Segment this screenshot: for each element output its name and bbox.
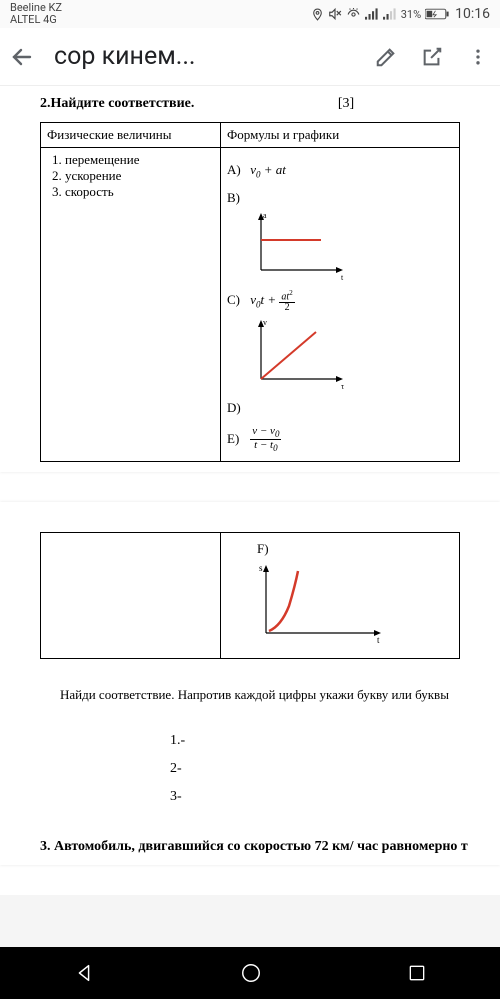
- option-a: A) v0 + at: [227, 162, 453, 180]
- option-f: F): [257, 541, 277, 557]
- svg-text:v: v: [263, 318, 267, 327]
- battery-percent: 31%: [401, 8, 421, 21]
- svg-text:τ: τ: [341, 382, 345, 391]
- col-left-header: Физические величины: [41, 123, 221, 148]
- answer-2: 2-: [170, 755, 500, 783]
- quantities-cell: перемещение ускорение скорость: [41, 148, 221, 462]
- signal2-icon: [383, 8, 397, 20]
- formulas-cell: A) v0 + at B) a t: [221, 148, 460, 462]
- answer-3: 3-: [170, 783, 500, 811]
- app-bar: сор кинем...: [0, 28, 500, 86]
- option-c: C) v0t + at22: [227, 290, 453, 313]
- option-f-cell: F) s t: [221, 533, 460, 659]
- task3-heading: 3. Автомобиль, двигавшийся со скоростью …: [40, 839, 500, 855]
- document-scroll[interactable]: 2.Найдите соответствие. [3] Физические в…: [0, 86, 500, 895]
- instruction-text: Найди соответствие. Напротив каждой цифр…: [60, 687, 500, 703]
- task2-title: 2.Найдите соответствие.: [40, 96, 194, 111]
- option-b: B): [227, 190, 453, 206]
- svg-text:s: s: [259, 563, 263, 573]
- overflow-button[interactable]: [464, 43, 492, 71]
- signal1-icon: [365, 8, 379, 20]
- mute-icon: [328, 7, 342, 21]
- graph-b: a t: [241, 210, 351, 280]
- task2-heading: 2.Найдите соответствие. [3]: [40, 96, 500, 112]
- edit-button[interactable]: [372, 43, 400, 71]
- answer-slots: 1.- 2- 3-: [170, 727, 500, 811]
- nav-home-button[interactable]: [240, 962, 262, 984]
- location-icon: [311, 8, 324, 21]
- graph-d-chart: v τ: [241, 317, 351, 392]
- quantity-1: перемещение: [65, 152, 214, 168]
- svg-text:t: t: [377, 635, 380, 645]
- system-nav-bar: [0, 947, 500, 999]
- answer-1: 1.-: [170, 727, 500, 755]
- clock: 10:16: [455, 6, 490, 22]
- col-right-header: Формулы и графики: [221, 123, 460, 148]
- carrier-2: ALTEL 4G: [10, 14, 62, 26]
- battery-icon: [425, 8, 449, 20]
- carrier-labels: Beeline KZ ALTEL 4G: [10, 2, 62, 26]
- status-right: 31% 10:16: [311, 6, 490, 22]
- graph-f: s t: [241, 561, 391, 646]
- nav-back-button[interactable]: [73, 962, 95, 984]
- svg-text:t: t: [341, 273, 344, 280]
- nav-recents-button[interactable]: [407, 963, 427, 983]
- doc-page-2: F) s t Найди соответствие. Напротив кажд…: [0, 502, 500, 865]
- quantity-2: ускорение: [65, 168, 214, 184]
- matching-table-cont: F) s t: [40, 532, 460, 659]
- doc-page-1: 2.Найдите соответствие. [3] Физические в…: [0, 86, 500, 472]
- quantity-3: скорость: [65, 184, 214, 200]
- eye-icon: [346, 8, 361, 21]
- empty-cell: [41, 533, 221, 659]
- open-external-button[interactable]: [418, 43, 446, 71]
- option-e: E) v − v0t − t0: [227, 426, 453, 453]
- option-d: D): [227, 400, 453, 416]
- matching-table: Физические величины Формулы и графики пе…: [40, 122, 460, 462]
- svg-text:a: a: [263, 211, 267, 220]
- app-title: сор кинем...: [54, 42, 354, 71]
- back-button[interactable]: [8, 43, 36, 71]
- task2-points: [3]: [338, 96, 354, 112]
- status-bar: Beeline KZ ALTEL 4G 31% 10:16: [0, 0, 500, 28]
